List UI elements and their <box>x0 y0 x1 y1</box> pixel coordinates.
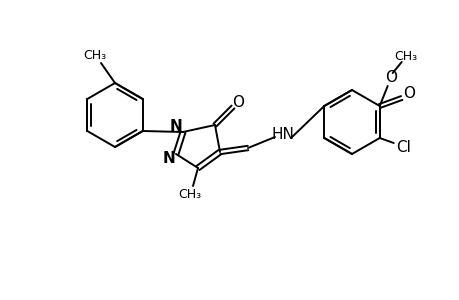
Text: N: N <box>169 118 182 134</box>
Text: CH₃: CH₃ <box>178 188 201 202</box>
Text: O: O <box>231 94 243 110</box>
Text: HN: HN <box>271 127 294 142</box>
Text: O: O <box>402 85 414 100</box>
Text: Cl: Cl <box>395 140 410 154</box>
Text: CH₃: CH₃ <box>393 50 416 62</box>
Text: O: O <box>384 70 396 85</box>
Text: N: N <box>162 151 175 166</box>
Text: CH₃: CH₃ <box>83 49 106 62</box>
